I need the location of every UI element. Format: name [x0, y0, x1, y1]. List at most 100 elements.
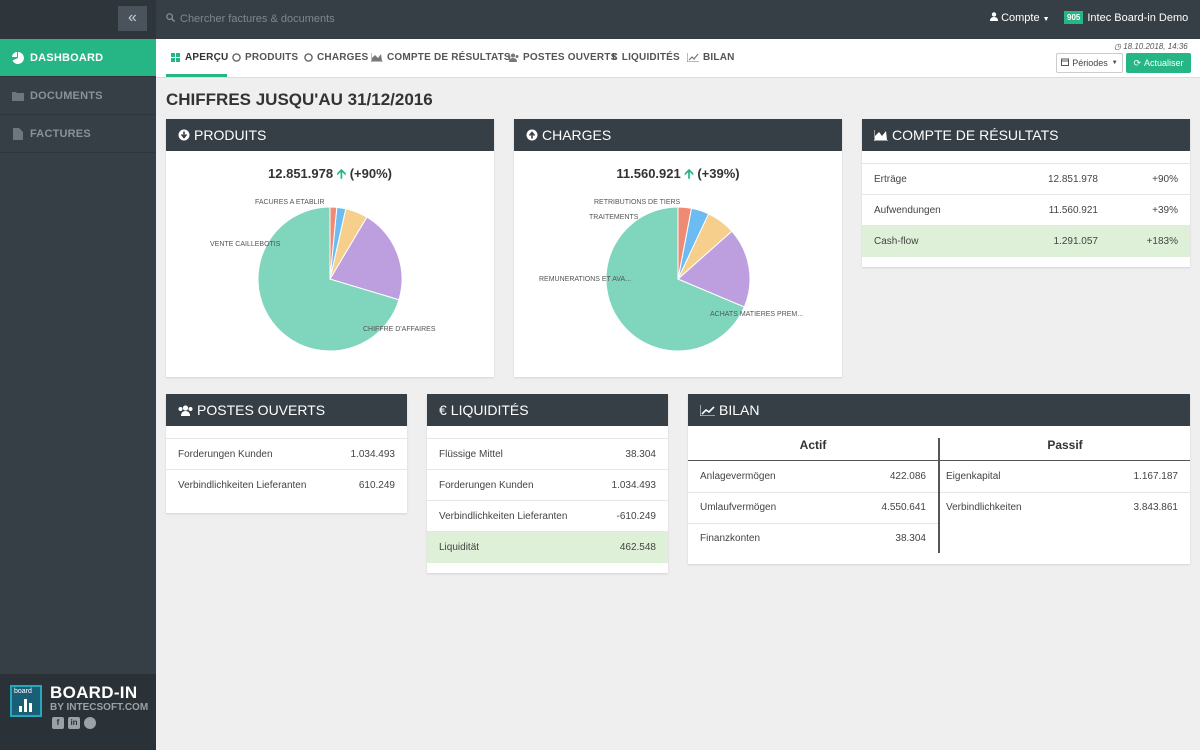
pie-slice[interactable]: [257, 206, 400, 352]
sidebar-item-label: FACTURES: [30, 127, 91, 140]
sidebar-item-factures[interactable]: FACTURES: [0, 115, 156, 153]
users-icon: [507, 53, 519, 62]
double-chevron-left-icon: «: [128, 9, 137, 26]
caret-down-icon: ▼: [1042, 16, 1050, 23]
tab-charges[interactable]: CHARGES: [304, 52, 368, 63]
passif-table: Eigenkapital 1.167.187 Verbindlichkeiten…: [940, 461, 1190, 523]
passif-header: Passif: [1047, 438, 1083, 452]
arrow-up-icon: 🡩: [336, 166, 347, 181]
pie-label: FACURES A ETABLIR: [255, 199, 325, 206]
panel-header: BILAN: [688, 394, 1190, 426]
pie-chart-icon: [11, 51, 25, 64]
produits-pie-chart: [257, 206, 403, 352]
panel-header: COMPTE DE RÉSULTATS: [862, 119, 1190, 151]
pie-label: REMUNERATIONS ET AVA...: [539, 276, 632, 283]
table-row: Cash-flow 1.291.057 +183%: [862, 225, 1190, 257]
table-row: Anlagevermögen 422.086: [700, 470, 926, 482]
actualiser-button[interactable]: ⟳ Actualiser: [1126, 53, 1191, 73]
file-icon: [11, 127, 25, 140]
panel-header: POSTES OUVERTS: [166, 394, 407, 426]
caret-down-icon: ▼: [1111, 60, 1118, 66]
account-label: Compte: [1001, 12, 1040, 24]
facebook-icon[interactable]: f: [52, 717, 64, 729]
tab-bilan[interactable]: BILAN: [687, 52, 735, 63]
account-menu[interactable]: Compte ▼: [990, 12, 1050, 24]
table-row: Flüssige Mittel 38.304: [427, 438, 668, 470]
actif-table: Anlagevermögen 422.086 Umlaufvermögen 4.…: [688, 461, 938, 554]
compte-resultats-panel: COMPTE DE RÉSULTATS Erträge 12.851.978 +…: [862, 119, 1190, 267]
linkedin-icon[interactable]: in: [68, 717, 80, 729]
brand-logo: board: [10, 685, 42, 717]
area-chart-icon: [874, 129, 888, 141]
produits-total: 12.851.978 🡩 (+90%): [268, 166, 392, 181]
circle-icon: [232, 53, 241, 62]
tab-liquidites[interactable]: € LIQUIDITÉS: [612, 52, 680, 63]
table-row: Erträge 12.851.978 +90%: [862, 163, 1190, 195]
brand-footer: board BOARD-IN BY INTECSOFT.COM f in: [0, 674, 156, 750]
table-row: Verbindlichkeiten Lieferanten -610.249: [427, 500, 668, 532]
bilan-divider: [938, 438, 940, 553]
arrow-circle-down-icon: [178, 129, 190, 141]
brand-subtitle[interactable]: BY INTECSOFT.COM: [50, 702, 149, 713]
table-row: Verbindlichkeiten 3.843.861: [940, 491, 1190, 523]
table-row: Umlaufvermögen 4.550.641: [688, 491, 938, 523]
table-row: Eigenkapital 1.167.187: [946, 470, 1178, 482]
pie-slice[interactable]: [329, 206, 338, 280]
liquidites-table: Flüssige Mittel 38.304 Forderungen Kunde…: [427, 438, 668, 563]
circle-icon: [304, 53, 313, 62]
sidebar: « DASHBOARD DOCUMENTS FACTURES board BOA…: [0, 0, 156, 750]
table-row: Forderungen Kunden 1.034.493: [427, 469, 668, 501]
table-row: Verbindlichkeiten Lieferanten 610.249: [166, 469, 407, 501]
active-tab-indicator: [166, 74, 227, 77]
postes-ouverts-panel: POSTES OUVERTS Forderungen Kunden 1.034.…: [166, 394, 407, 513]
periodes-dropdown-button[interactable]: Périodes ▼: [1056, 53, 1123, 73]
company-selector[interactable]: 905 Intec Board-in Demo: [1064, 11, 1188, 24]
collapse-sidebar-button[interactable]: «: [118, 6, 147, 31]
company-badge: 905: [1064, 11, 1084, 24]
line-chart-icon: [700, 404, 715, 416]
table-row: Aufwendungen 11.560.921 +39%: [862, 194, 1190, 226]
produits-panel: PRODUITS 12.851.978 🡩 (+90%) FACURES A E…: [166, 119, 494, 377]
arrow-circle-up-icon: [526, 129, 538, 141]
charges-pie-chart: [605, 206, 751, 352]
postes-table: Forderungen Kunden 1.034.493 Verbindlich…: [166, 438, 407, 501]
search-input[interactable]: [164, 8, 484, 30]
pie-label: CHIFFRE D'AFFAIRES: [363, 326, 436, 333]
tab-bar: APERÇU PRODUITS CHARGES COMPTE DE RÉSULT…: [156, 39, 1200, 78]
globe-icon[interactable]: [84, 717, 96, 729]
sidebar-item-dashboard[interactable]: DASHBOARD: [0, 39, 156, 77]
pie-slice[interactable]: [329, 216, 403, 301]
page-title: CHIFFRES JUSQU'AU 31/12/2016: [166, 90, 433, 109]
brand-title: BOARD-IN: [50, 683, 138, 702]
area-chart-icon: [371, 53, 383, 62]
sidebar-top: «: [0, 0, 156, 39]
clock-icon: ◷: [1114, 42, 1121, 51]
table-row: Liquidität 462.548: [427, 531, 668, 563]
tab-postes-ouverts[interactable]: POSTES OUVERTS: [507, 52, 618, 63]
pie-label: VENTE CAILLEBOTIS: [210, 241, 281, 248]
panel-header: CHARGES: [514, 119, 842, 151]
top-bar: Compte ▼ 905 Intec Board-in Demo: [156, 0, 1200, 39]
pie-label: ACHATS MATIERES PREM...: [710, 311, 804, 318]
tab-compte-de-resultats[interactable]: COMPTE DE RÉSULTATS: [371, 52, 511, 63]
pie-slice[interactable]: [605, 206, 746, 352]
charges-panel: CHARGES 11.560.921 🡩 (+39%) RETRIBUTIONS…: [514, 119, 842, 377]
pie-slice[interactable]: [677, 206, 693, 280]
actif-header: Actif: [799, 438, 827, 452]
last-update-timestamp: ◷ 18.10.2018, 14:36: [1114, 42, 1188, 51]
pie-label: RETRIBUTIONS DE TIERS: [594, 199, 681, 206]
tab-produits[interactable]: PRODUITS: [232, 52, 298, 63]
social-links: f in: [52, 717, 96, 729]
pie-label: TRAITEMENTS: [589, 214, 639, 221]
bilan-panel: BILAN Actif Passif Anlagevermögen 422.08…: [688, 394, 1190, 564]
refresh-icon: ⟳: [1133, 57, 1142, 68]
sidebar-item-label: DASHBOARD: [30, 51, 104, 64]
sidebar-item-documents[interactable]: DOCUMENTS: [0, 77, 156, 115]
tab-apercu[interactable]: APERÇU: [171, 52, 228, 63]
pie-slice[interactable]: [677, 230, 751, 308]
sidebar-item-label: DOCUMENTS: [30, 89, 103, 102]
company-name: Intec Board-in Demo: [1087, 11, 1189, 24]
euro-icon: €: [439, 402, 447, 418]
euro-icon: €: [612, 52, 618, 63]
user-icon: [990, 12, 1001, 24]
